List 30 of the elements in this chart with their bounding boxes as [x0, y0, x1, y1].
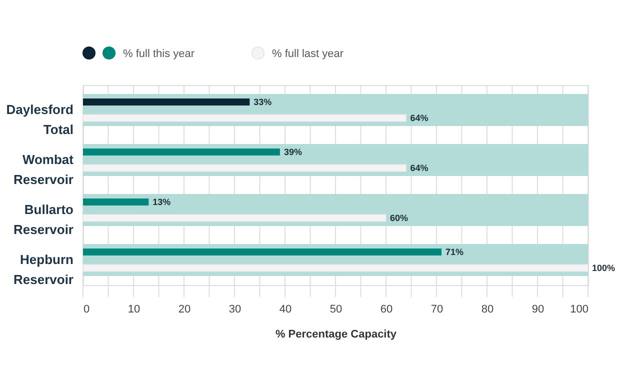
data-label: 60%	[390, 213, 408, 223]
data-label: 33%	[254, 97, 272, 107]
x-tick-label: 40	[279, 304, 292, 316]
y-tick-label: Wombat Reservoir	[14, 152, 74, 187]
data-label: 64%	[410, 163, 428, 173]
x-tick-label: 80	[481, 304, 494, 316]
legend-label: % full this year	[123, 48, 195, 60]
x-tick-label: 30	[228, 304, 242, 316]
data-label: 64%	[410, 113, 428, 123]
bar	[83, 248, 442, 256]
x-tick-label: 100	[570, 304, 588, 316]
data-label: 71%	[446, 247, 464, 257]
data-label: 13%	[152, 197, 171, 207]
x-tick-label: 0	[84, 304, 90, 316]
x-tick-label: 50	[330, 304, 342, 316]
legend-label: % full last year	[272, 48, 344, 60]
y-tick-label: Hepburn Reservoir	[14, 252, 74, 287]
bar	[83, 148, 280, 156]
data-label: 39%	[284, 147, 302, 157]
bar	[83, 98, 250, 106]
y-tick-label: Bullarto Reservoir	[14, 202, 74, 237]
x-tick-label: 70	[430, 304, 444, 316]
bar	[83, 198, 149, 206]
x-tick-label: 10	[128, 304, 140, 316]
y-tick-label: Daylesford Total	[6, 102, 74, 137]
x-tick-label: 90	[532, 304, 544, 316]
x-tick-label: 20	[178, 304, 191, 316]
x-axis-title: % Percentage Capacity	[275, 328, 398, 340]
data-label: 100%	[592, 263, 616, 273]
x-tick-label: 60	[380, 304, 393, 316]
